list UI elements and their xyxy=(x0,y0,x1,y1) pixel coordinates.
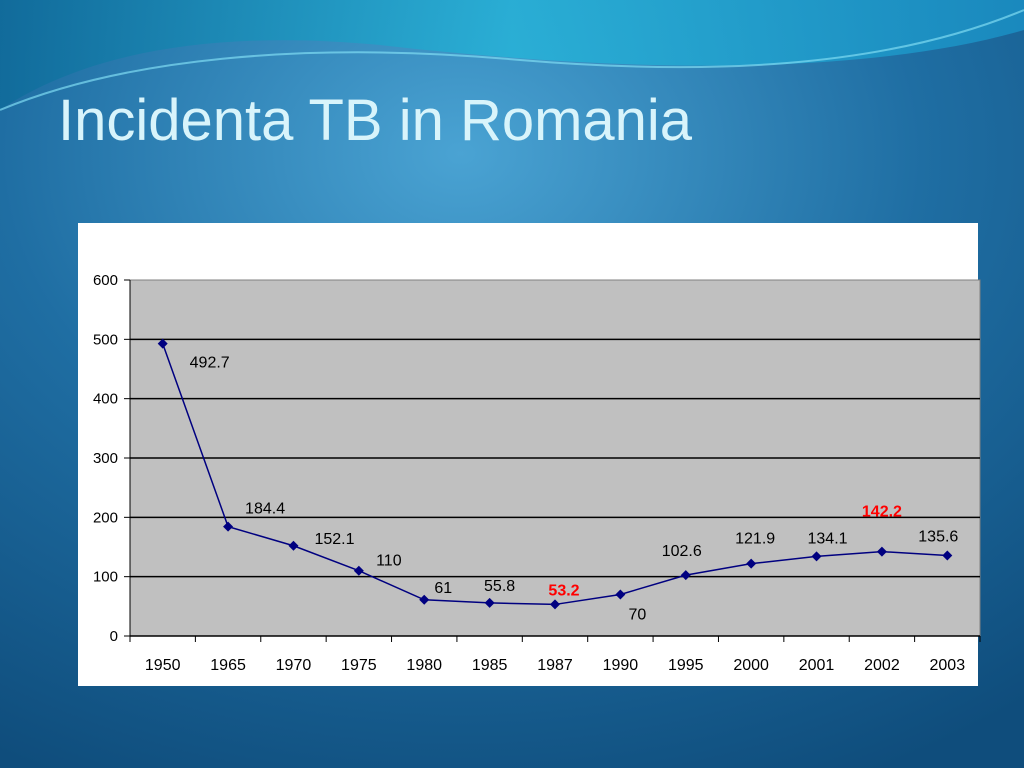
x-tick-label: 1985 xyxy=(472,657,508,674)
x-tick-label: 1990 xyxy=(603,657,639,674)
y-tick-label: 400 xyxy=(93,391,118,408)
data-label: 135.6 xyxy=(918,529,958,546)
y-tick-label: 600 xyxy=(93,272,118,289)
x-tick-label: 1987 xyxy=(537,657,573,674)
marker xyxy=(223,521,234,532)
data-label: 53.2 xyxy=(548,582,579,599)
data-label: 184.4 xyxy=(245,501,285,518)
data-label: 110 xyxy=(376,553,402,570)
x-tick-label: 1980 xyxy=(406,657,442,674)
marker xyxy=(615,589,626,600)
marker xyxy=(746,558,757,569)
marker xyxy=(157,338,168,349)
x-tick-label: 1975 xyxy=(341,657,377,674)
marker xyxy=(353,565,364,576)
wave xyxy=(0,0,1024,110)
x-tick-label: 2000 xyxy=(733,657,769,674)
marker xyxy=(876,546,887,557)
y-tick-label: 0 xyxy=(110,628,118,645)
data-label: 142.2 xyxy=(862,504,902,521)
data-label: 134.1 xyxy=(808,530,848,547)
y-tick-label: 200 xyxy=(93,509,118,526)
y-tick-label: 100 xyxy=(93,569,118,586)
marker xyxy=(942,550,953,561)
marker xyxy=(680,570,691,581)
data-label: 102.6 xyxy=(662,543,702,560)
marker xyxy=(550,599,560,610)
chart-title: Incidenta TB in Romania xyxy=(58,88,693,153)
data-label: 492.7 xyxy=(190,355,230,372)
data-label: 61 xyxy=(434,580,452,597)
marker xyxy=(484,597,495,608)
x-tick-label: 2002 xyxy=(864,657,900,674)
data-label: 152.1 xyxy=(314,531,354,548)
x-tick-label: 2003 xyxy=(930,657,966,674)
x-tick-label: 2001 xyxy=(799,657,835,674)
y-tick-label: 300 xyxy=(93,450,118,467)
data-label: 55.8 xyxy=(484,578,515,595)
x-tick-label: 1995 xyxy=(668,657,704,674)
data-label: 70 xyxy=(628,606,646,623)
x-tick-label: 1950 xyxy=(145,657,181,674)
data-label: 121.9 xyxy=(735,531,775,548)
wave-line xyxy=(0,9,1024,111)
x-tick-label: 1965 xyxy=(210,657,246,674)
marker xyxy=(811,551,822,562)
marker xyxy=(288,540,299,551)
x-tick-label: 1970 xyxy=(276,657,312,674)
y-tick-label: 500 xyxy=(93,331,118,348)
marker xyxy=(419,594,430,605)
